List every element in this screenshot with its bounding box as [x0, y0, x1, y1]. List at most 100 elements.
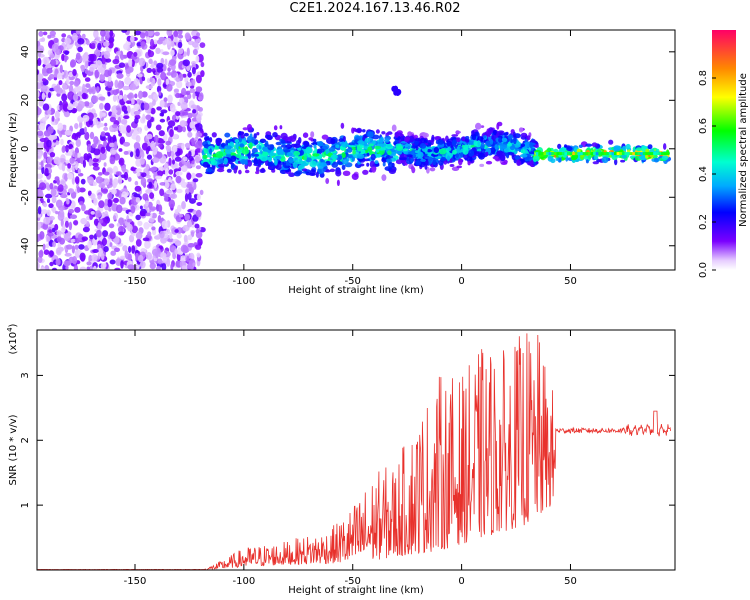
heatmap-cell — [74, 152, 78, 160]
heatmap-cell — [75, 52, 81, 60]
heatmap-cell — [175, 111, 181, 117]
heatmap-cell — [52, 206, 57, 214]
heatmap-cell — [363, 146, 368, 150]
heatmap-cell — [178, 213, 184, 218]
heatmap-cell — [69, 80, 75, 86]
heatmap-cell — [140, 172, 147, 178]
heatmap-cell — [96, 121, 101, 129]
heatmap-cell — [172, 145, 178, 153]
heatmap-cell — [485, 160, 493, 165]
heatmap-cell — [181, 142, 185, 151]
heatmap-cell — [257, 160, 262, 168]
heatmap-cell — [120, 174, 127, 179]
heatmap-cell — [68, 143, 73, 149]
heatmap-cell — [46, 209, 51, 216]
heatmap-cell — [102, 188, 109, 193]
heatmap-cell — [126, 223, 133, 232]
heatmap-cell — [400, 136, 404, 141]
heatmap-cell — [259, 168, 266, 173]
heatmap-cell — [37, 73, 44, 83]
heatmap-x-axis-label: Height of straight line (km) — [288, 285, 424, 296]
heatmap-cell — [137, 220, 143, 227]
heatmap-cell — [177, 41, 183, 49]
heatmap-cell — [653, 152, 657, 156]
heatmap-cell — [566, 146, 573, 151]
heatmap-cell — [147, 231, 152, 237]
heatmap-cell — [167, 238, 174, 243]
heatmap-cell — [41, 85, 48, 90]
heatmap-cell — [135, 197, 141, 203]
heatmap-cell — [135, 168, 142, 173]
snr-multiplier: (x104) — [6, 323, 19, 354]
heatmap-cell — [357, 140, 365, 145]
heatmap-cell — [268, 152, 277, 156]
heatmap-cell — [100, 30, 106, 37]
heatmap-cell — [168, 59, 177, 66]
heatmap-cell — [480, 125, 485, 128]
heatmap-cell — [81, 92, 87, 100]
heatmap-cell — [477, 136, 484, 142]
heatmap-cell — [619, 152, 623, 156]
heatmap-cell — [176, 80, 183, 89]
y-tick-label: 0 — [20, 146, 31, 152]
heatmap-cell — [293, 171, 301, 177]
heatmap-cell — [79, 120, 83, 129]
heatmap-cell — [200, 61, 205, 68]
heatmap-cell — [73, 80, 80, 87]
heatmap-cell — [585, 152, 589, 156]
heatmap-cell — [135, 148, 140, 158]
heatmap-cell — [158, 204, 163, 213]
heatmap-cell — [198, 92, 204, 101]
heatmap-cell — [145, 252, 152, 260]
colorbar-tick-label: 0.8 — [698, 70, 709, 86]
heatmap-cell — [147, 145, 151, 152]
heatmap-cell — [84, 126, 87, 134]
heatmap-cell — [82, 114, 90, 122]
heatmap-cell — [156, 265, 161, 270]
heatmap-cell — [182, 73, 187, 78]
heatmap-cell — [64, 50, 69, 56]
heatmap-cell — [103, 246, 109, 253]
heatmap-cell — [211, 132, 217, 138]
heatmap-cell — [79, 266, 87, 270]
heatmap-cell — [181, 201, 186, 210]
heatmap-cell — [267, 160, 274, 167]
heatmap-cell — [80, 178, 86, 185]
x-tick-label: -50 — [345, 576, 361, 587]
colorbar-label: Normalized spectral amplitude — [738, 73, 749, 227]
heatmap-cell — [103, 126, 109, 131]
heatmap-cell — [387, 150, 392, 156]
heatmap-cell — [58, 71, 65, 76]
heatmap-cell — [551, 152, 555, 156]
heatmap-cell — [90, 193, 96, 201]
heatmap-cell — [61, 93, 68, 102]
heatmap-cell — [196, 132, 203, 137]
heatmap-cell — [140, 102, 145, 111]
heatmap-cell — [37, 152, 42, 160]
heatmap-cell — [289, 135, 297, 142]
heatmap-cell — [148, 58, 153, 65]
heatmap-cell — [59, 64, 63, 74]
heatmap-cell — [578, 144, 583, 148]
heatmap-cell — [192, 178, 199, 183]
heatmap-cell — [106, 32, 110, 38]
heatmap-cell — [189, 121, 195, 129]
heatmap-cell — [195, 156, 200, 164]
heatmap-cell — [414, 138, 421, 142]
heatmap-cell — [133, 51, 138, 57]
heatmap-cell — [71, 32, 78, 41]
heatmap-cell — [38, 250, 44, 258]
heatmap-cell — [139, 210, 146, 217]
heatmap-cell — [138, 57, 146, 67]
heatmap-cell — [371, 134, 380, 140]
heatmap-cell — [45, 243, 50, 249]
heatmap-cell — [53, 37, 59, 44]
heatmap-cell — [480, 142, 485, 149]
heatmap-cell — [74, 86, 81, 92]
heatmap-cell — [64, 130, 73, 136]
heatmap-cell — [85, 83, 91, 88]
heatmap-cell — [71, 245, 75, 254]
heatmap-cell — [55, 210, 59, 215]
heatmap-cell — [305, 146, 312, 154]
heatmap-cell — [434, 136, 442, 140]
